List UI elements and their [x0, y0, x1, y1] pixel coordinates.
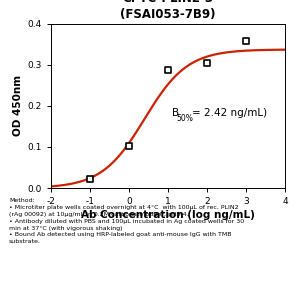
- Point: [205, 60, 209, 65]
- X-axis label: Ab Concentration (log ng/mL): Ab Concentration (log ng/mL): [81, 210, 255, 220]
- Title: CPTC-PLIN2-3
(FSAI053-7B9): CPTC-PLIN2-3 (FSAI053-7B9): [120, 0, 216, 21]
- Point: [127, 143, 131, 148]
- Point: [244, 39, 248, 44]
- Text: = 2.42 ng/mL): = 2.42 ng/mL): [192, 108, 267, 118]
- Text: 50%: 50%: [177, 114, 194, 123]
- Point: [166, 67, 170, 72]
- Text: Method:
• Microtiter plate wells coated overnight at 4°C  with 100μL of rec. PLI: Method: • Microtiter plate wells coated …: [9, 198, 244, 244]
- Point: [88, 177, 92, 181]
- Y-axis label: OD 450nm: OD 450nm: [14, 75, 23, 136]
- Text: B: B: [172, 108, 179, 118]
